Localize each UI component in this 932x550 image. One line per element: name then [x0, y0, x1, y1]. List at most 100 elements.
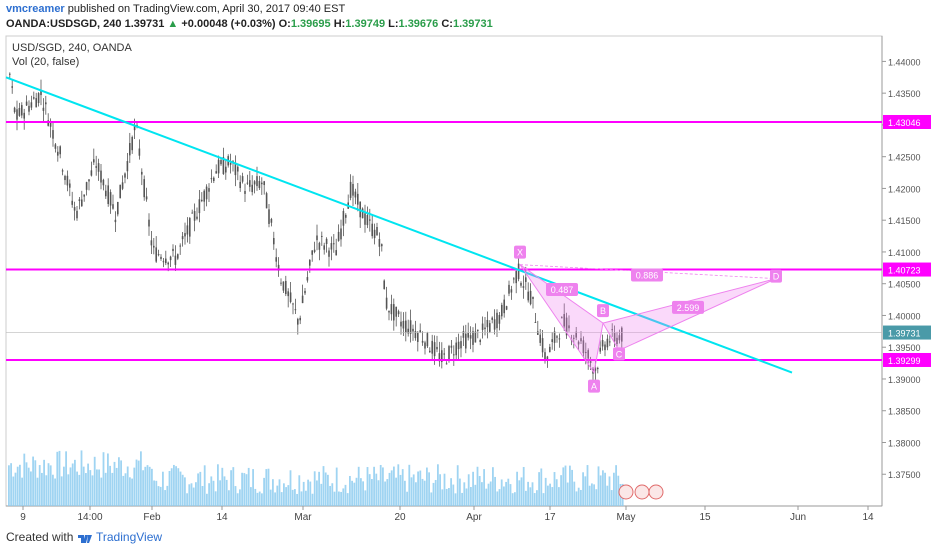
volume-bar: [12, 477, 14, 506]
candle-body: [129, 143, 131, 155]
volume-bar: [83, 467, 85, 506]
volume-bar: [373, 467, 375, 506]
volume-bar: [512, 493, 514, 506]
volume-bar: [356, 478, 358, 506]
volume-bar: [591, 483, 593, 506]
volume-bar: [283, 483, 285, 506]
candle-body: [371, 224, 373, 236]
candle-body: [88, 179, 90, 181]
candle-body: [328, 251, 330, 257]
volume-bar: [301, 491, 303, 506]
candle-body: [266, 193, 268, 208]
volume-bar: [243, 473, 245, 506]
volume-bar: [217, 464, 219, 506]
volume-bar: [199, 472, 201, 506]
candle-body: [520, 283, 522, 286]
candle-body: [67, 176, 69, 186]
y-tick-label: 1.41500: [888, 216, 921, 226]
volume-bar: [232, 467, 234, 506]
candle-body: [290, 292, 292, 302]
candle-body: [225, 167, 227, 173]
candle-body: [542, 338, 544, 352]
price-chart[interactable]: 1.440001.435001.430001.425001.420001.415…: [0, 0, 932, 526]
plot-title: USD/SGD, 240, OANDA: [12, 42, 132, 54]
candle-body: [203, 191, 205, 202]
candle-body: [374, 230, 376, 238]
y-tick-label: 1.43500: [888, 89, 921, 99]
x-tick-label: 15: [699, 512, 711, 523]
pattern-point-label: D: [773, 272, 780, 282]
volume-bar: [133, 468, 135, 506]
volume-bar: [391, 470, 393, 506]
volume-bar: [26, 462, 28, 506]
volume-bar: [158, 486, 160, 506]
candle-body: [355, 192, 357, 198]
volume-bar: [362, 481, 364, 506]
volume-bar: [268, 469, 270, 506]
candle-body: [539, 335, 541, 343]
candle-body: [239, 182, 241, 188]
volume-bar: [613, 473, 615, 506]
tradingview-logo[interactable]: TradingView: [78, 530, 162, 544]
x-tick-label: Feb: [143, 512, 161, 523]
volume-bar: [151, 469, 153, 506]
volume-bar: [37, 478, 39, 506]
volume-bar: [173, 465, 175, 506]
volume-bar: [466, 488, 468, 506]
candle-body: [311, 250, 313, 254]
volume-bar: [323, 466, 325, 506]
volume-bar: [411, 477, 413, 506]
candle-body: [379, 239, 381, 247]
candle-body: [283, 281, 285, 290]
volume-bar: [538, 472, 540, 506]
volume-bar: [485, 489, 487, 506]
volume-bar: [501, 479, 503, 506]
volume-bar: [342, 488, 344, 506]
volume-bar: [197, 473, 199, 506]
volume-bar: [529, 487, 531, 506]
candle-body: [436, 347, 438, 349]
volume-bar: [611, 490, 613, 506]
candle-body: [184, 233, 186, 236]
volume-bar: [578, 488, 580, 506]
candle-body: [86, 182, 88, 190]
volume-bar: [413, 474, 415, 506]
candle-body: [14, 108, 16, 112]
volume-bar: [609, 476, 611, 506]
candle-body: [62, 170, 64, 171]
x-tick-label: 14: [862, 512, 874, 523]
volume-bar: [402, 469, 404, 506]
volume-bar: [380, 465, 382, 506]
volume-bar: [30, 471, 32, 506]
candle-body: [487, 320, 489, 327]
candle-body: [103, 180, 105, 185]
candle-body: [263, 181, 265, 185]
volume-bar: [177, 468, 179, 506]
volume-bar: [433, 483, 435, 506]
volume-bar: [331, 483, 333, 506]
x-tick-label: 17: [544, 512, 556, 523]
candle-body: [218, 160, 220, 174]
candle-body: [259, 181, 261, 188]
candle-body: [285, 281, 287, 294]
volume-bar: [153, 480, 155, 506]
candle-body: [599, 348, 601, 352]
candle-body: [530, 291, 532, 304]
volume-bar: [479, 476, 481, 506]
volume-bar: [23, 454, 25, 506]
volume-bar: [604, 473, 606, 506]
candle-body: [422, 341, 424, 343]
candle-body: [179, 246, 181, 247]
y-tick-label: 1.42500: [888, 153, 921, 163]
candle-body: [256, 176, 258, 186]
volume-bar: [188, 484, 190, 506]
volume-bar: [144, 467, 146, 506]
volume-bar: [274, 492, 276, 506]
x-tick-label: 14: [216, 512, 228, 523]
candle-body: [338, 232, 340, 241]
candle-body: [139, 149, 141, 156]
candle-body: [172, 249, 174, 251]
volume-bar: [510, 484, 512, 506]
volume-bar: [525, 491, 527, 506]
volume-bar: [422, 479, 424, 506]
